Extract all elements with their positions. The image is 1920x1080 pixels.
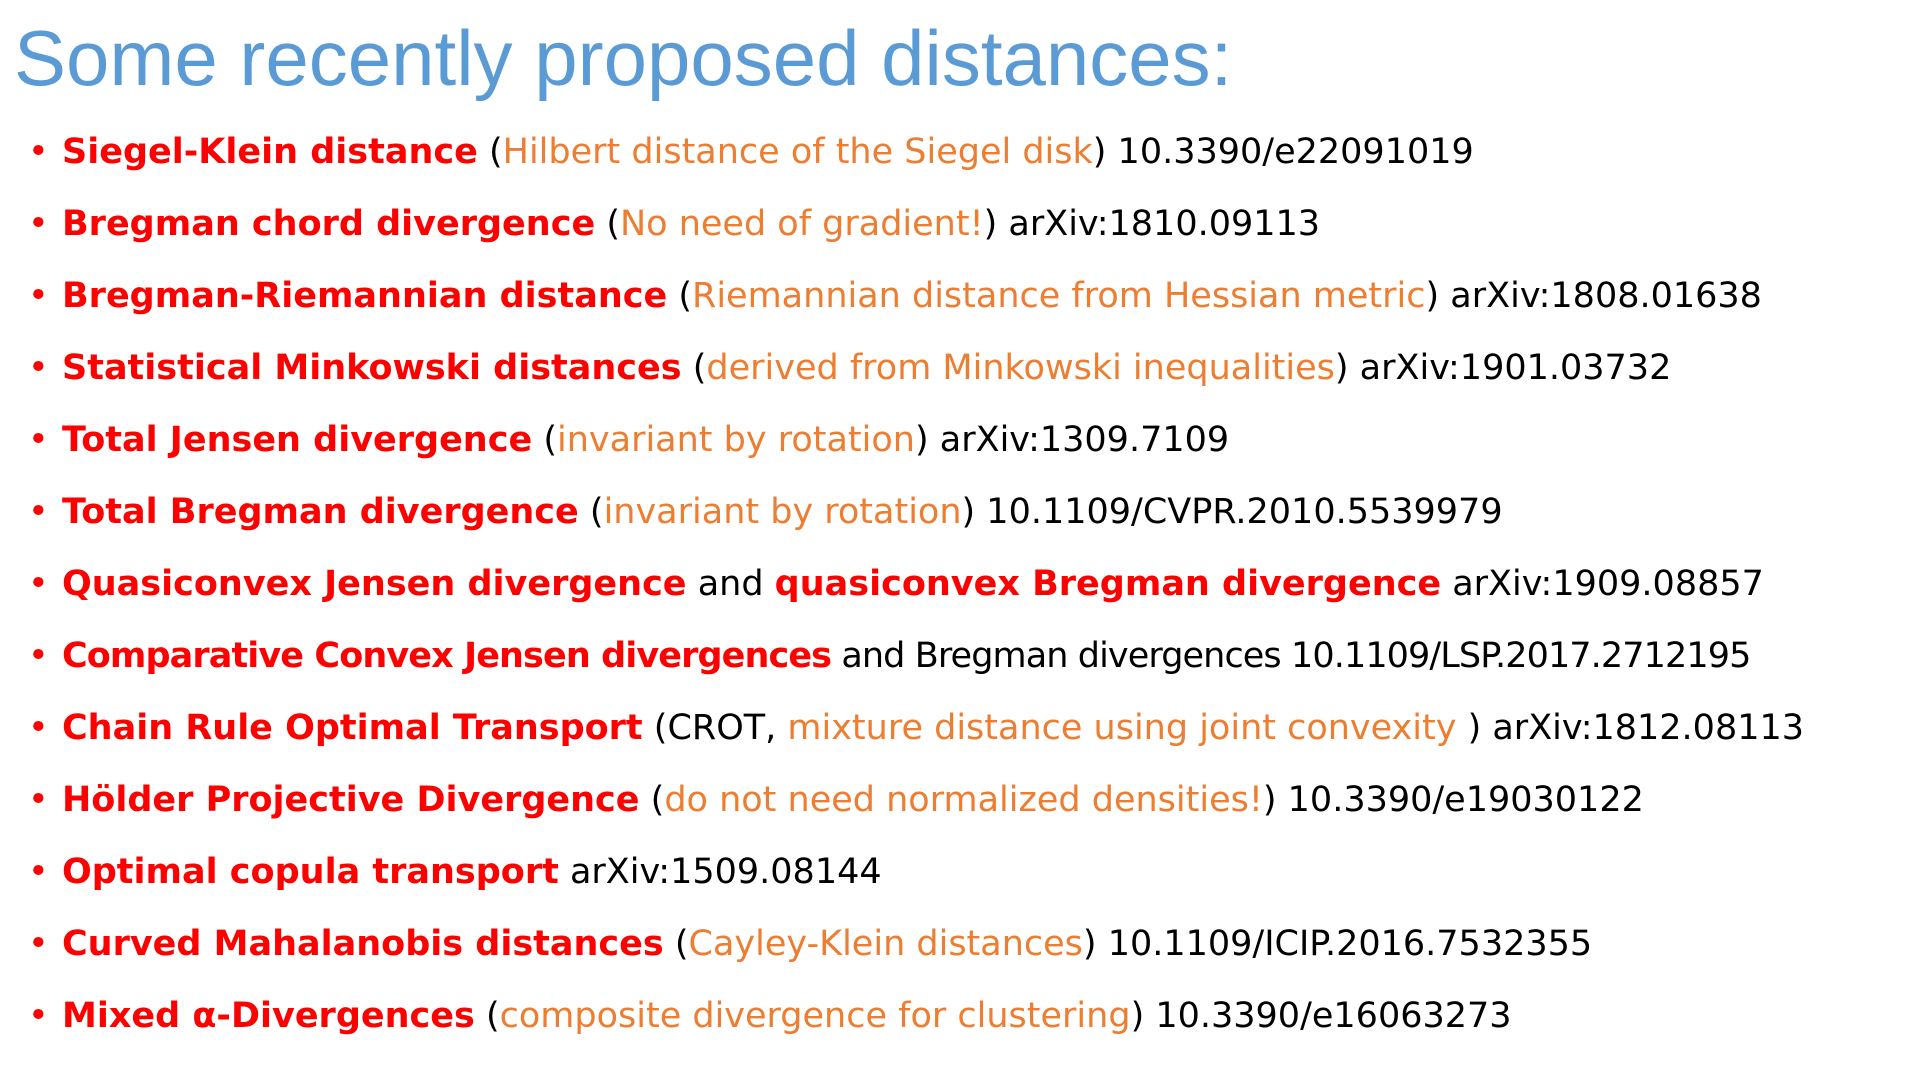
reference-text: ) 10.1109/ICIP.2016.7532355 — [1082, 924, 1593, 964]
reference-text: ( — [477, 132, 503, 172]
distance-name: quasiconvex Bregman divergence — [774, 564, 1442, 604]
list-item: • Optimal copula transport arXiv:1509.081… — [22, 836, 1804, 908]
reference-text: ) arXiv:1812.08113 — [1467, 708, 1805, 748]
list-item-text: Siegel-Klein distance (Hilbert distance … — [62, 132, 1474, 172]
distance-name: Bregman chord divergence — [62, 204, 596, 244]
distance-name: Chain Rule Optimal Transport — [62, 708, 643, 748]
list-item-text: Bregman chord divergence (No need of gra… — [62, 204, 1320, 244]
reference-text: ) arXiv:1309.7109 — [914, 420, 1230, 460]
distance-name: Total Bregman divergence — [62, 492, 579, 532]
reference-text: ( — [681, 348, 707, 388]
bullet-icon: • — [28, 132, 49, 172]
slide-title: Some recently proposed distances: — [14, 14, 1233, 102]
bullet-icon: • — [28, 204, 49, 244]
list-item: • Statistical Minkowski distances (derive… — [22, 332, 1804, 404]
list-item: • Curved Mahalanobis distances (Cayley-Kl… — [22, 908, 1804, 980]
list-item: • Comparative Convex Jensen divergences a… — [22, 620, 1804, 692]
distance-name: Bregman-Riemannian distance — [62, 276, 668, 316]
reference-text: (CROT, — [642, 708, 788, 748]
list-item: • Bregman chord divergence (No need of gr… — [22, 188, 1804, 260]
reference-text: ) 10.3390/e22091019 — [1092, 132, 1474, 172]
reference-text: ( — [532, 420, 557, 460]
reference-text: ) 10.3390/e16063273 — [1130, 996, 1512, 1036]
distance-name: Comparative Convex Jensen divergences — [62, 636, 832, 676]
list-item: • Siegel-Klein distance (Hilbert distance… — [22, 116, 1804, 188]
reference-text: arXiv:1509.08144 — [558, 852, 882, 892]
list-item: • Hölder Projective Divergence (do not ne… — [22, 764, 1804, 836]
bullet-icon: • — [28, 996, 49, 1036]
reference-text: ) 10.3390/e19030122 — [1262, 780, 1644, 820]
reference-text: ) arXiv:1810.09113 — [983, 204, 1321, 244]
distance-name: Curved Mahalanobis distances — [62, 924, 664, 964]
reference-text: ( — [474, 996, 500, 1036]
list-item-text: Quasiconvex Jensen divergence and quasic… — [62, 564, 1764, 604]
list-item: • Mixed α-Divergences (composite divergen… — [22, 980, 1804, 1052]
distance-name: Optimal copula transport — [62, 852, 559, 892]
reference-text: and — [686, 564, 775, 604]
distance-comment: Cayley-Klein distances — [688, 924, 1083, 964]
list-item-text: Total Bregman divergence (invariant by r… — [62, 492, 1503, 532]
list-item-text: Comparative Convex Jensen divergences an… — [62, 636, 1751, 676]
distance-name: Statistical Minkowski distances — [62, 348, 682, 388]
reference-text: ( — [663, 924, 689, 964]
list-item-text: Total Jensen divergence (invariant by ro… — [62, 420, 1229, 460]
bullet-icon: • — [28, 636, 49, 676]
bullet-icon: • — [28, 492, 49, 532]
bullet-icon: • — [28, 276, 49, 316]
list-item-text: Bregman-Riemannian distance (Riemannian … — [62, 276, 1762, 316]
distance-comment: mixture distance using joint convexity — [787, 708, 1468, 748]
distance-list: • Siegel-Klein distance (Hilbert distance… — [22, 116, 1804, 1052]
distance-name: Hölder Projective Divergence — [62, 780, 640, 820]
bullet-icon: • — [28, 348, 49, 388]
distance-comment: do not need normalized densities! — [664, 780, 1263, 820]
reference-text: and Bregman divergences 10.1109/LSP.2017… — [831, 636, 1751, 676]
distance-name: Quasiconvex Jensen divergence — [62, 564, 687, 604]
list-item-text: Mixed α-Divergences (composite divergenc… — [62, 996, 1512, 1036]
list-item: • Bregman-Riemannian distance (Riemannian… — [22, 260, 1804, 332]
distance-comment: composite divergence for clustering — [499, 996, 1131, 1036]
distance-comment: No need of gradient! — [619, 204, 984, 244]
list-item-text: Hölder Projective Divergence (do not nee… — [62, 780, 1644, 820]
list-item-text: Statistical Minkowski distances (derived… — [62, 348, 1671, 388]
bullet-icon: • — [28, 852, 49, 892]
distance-comment: Hilbert distance of the Siegel disk — [502, 132, 1093, 172]
distance-comment: invariant by rotation — [603, 492, 962, 532]
distance-comment: derived from Minkowski inequalities — [706, 348, 1335, 388]
bullet-icon: • — [28, 420, 49, 460]
distance-name: Mixed α-Divergences — [62, 996, 475, 1036]
list-item-text: Optimal copula transport arXiv:1509.0814… — [62, 852, 882, 892]
reference-text: ( — [595, 204, 620, 244]
bullet-icon: • — [28, 708, 49, 748]
reference-text: arXiv:1909.08857 — [1441, 564, 1764, 604]
list-item: • Quasiconvex Jensen divergence and quasi… — [22, 548, 1804, 620]
reference-text: ( — [578, 492, 604, 532]
list-item-text: Curved Mahalanobis distances (Cayley-Kle… — [62, 924, 1592, 964]
distance-comment: Riemannian distance from Hessian metric — [692, 276, 1426, 316]
bullet-icon: • — [28, 924, 49, 964]
bullet-icon: • — [28, 780, 49, 820]
distance-name: Total Jensen divergence — [62, 420, 533, 460]
list-item: • Total Bregman divergence (invariant by … — [22, 476, 1804, 548]
reference-text: ) arXiv:1901.03732 — [1334, 348, 1672, 388]
list-item-text: Chain Rule Optimal Transport (CROT, mixt… — [62, 708, 1804, 748]
list-item: • Chain Rule Optimal Transport (CROT, mix… — [22, 692, 1804, 764]
reference-text: ( — [639, 780, 665, 820]
reference-text: ( — [667, 276, 693, 316]
bullet-icon: • — [28, 564, 49, 604]
distance-name: Siegel-Klein distance — [62, 132, 478, 172]
reference-text: ) arXiv:1808.01638 — [1425, 276, 1762, 316]
reference-text: ) 10.1109/CVPR.2010.5539979 — [961, 492, 1503, 532]
distance-comment: invariant by rotation — [557, 420, 915, 460]
list-item: • Total Jensen divergence (invariant by r… — [22, 404, 1804, 476]
